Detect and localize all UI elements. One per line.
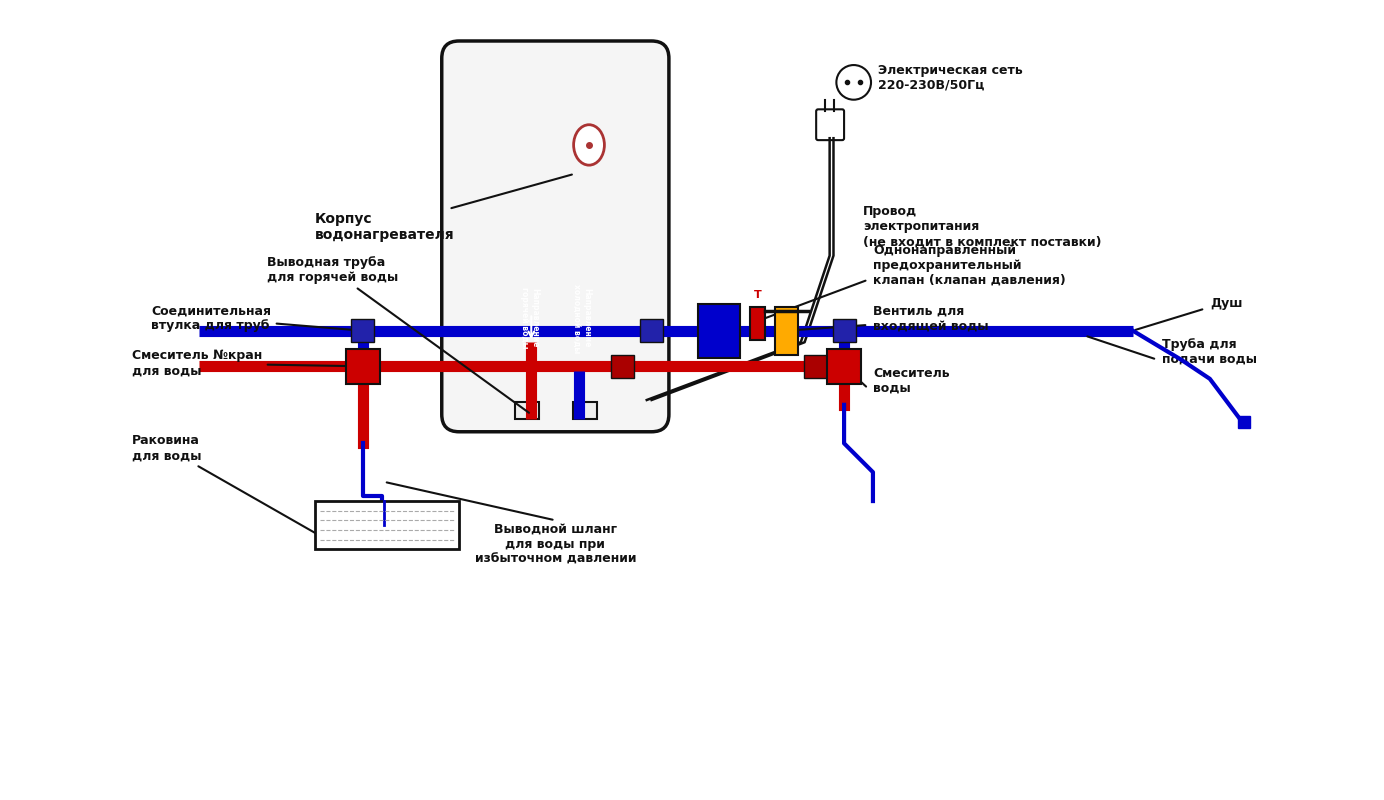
Ellipse shape xyxy=(573,125,605,165)
Bar xyxy=(826,349,861,384)
Text: Вентиль для
входящей воды: Вентиль для входящей воды xyxy=(873,304,988,332)
Bar xyxy=(573,402,597,419)
Bar xyxy=(804,354,826,378)
Bar xyxy=(352,319,375,342)
Text: Провод
электропитания
(не входит в комплект поставки): Провод электропитания (не входит в компл… xyxy=(864,206,1102,248)
Text: Направление
горячей воды: Направление горячей воды xyxy=(519,287,538,349)
Bar xyxy=(775,306,797,354)
FancyBboxPatch shape xyxy=(441,41,668,432)
Bar xyxy=(750,306,765,340)
Text: Выводной шланг
для воды при
избыточном давлении: Выводной шланг для воды при избыточном д… xyxy=(475,523,637,566)
Text: Труба для
подачи воды: Труба для подачи воды xyxy=(1161,338,1257,366)
Circle shape xyxy=(836,65,871,100)
Text: Раковина
для воды: Раковина для воды xyxy=(131,434,342,548)
Text: Электрическая сеть
220-230В/50Гц: Электрическая сеть 220-230В/50Гц xyxy=(877,63,1023,91)
Bar xyxy=(515,402,538,419)
Text: Направление
холодной воды: Направление холодной воды xyxy=(572,283,591,353)
Bar xyxy=(346,349,381,384)
Text: Корпус
водонагревателя: Корпус водонагревателя xyxy=(314,174,572,242)
Text: Соединительная
втулка для труб: Соединительная втулка для труб xyxy=(151,304,360,332)
Bar xyxy=(639,319,663,342)
Bar xyxy=(698,304,740,358)
Text: Выводная труба
для горячей воды: Выводная труба для горячей воды xyxy=(267,256,529,413)
Bar xyxy=(352,354,375,378)
Bar xyxy=(612,354,634,378)
FancyBboxPatch shape xyxy=(817,110,844,140)
Text: Смеситель
воды: Смеситель воды xyxy=(873,366,949,394)
Text: Душ: Душ xyxy=(1210,298,1243,310)
Text: Смеситель №кран
для воды: Смеситель №кран для воды xyxy=(131,350,360,378)
Text: Однонаправленный
предохранительный
клапан (клапан давления): Однонаправленный предохранительный клапа… xyxy=(873,244,1066,286)
Text: T: T xyxy=(753,290,761,300)
Bar xyxy=(314,501,459,549)
Bar xyxy=(833,319,855,342)
